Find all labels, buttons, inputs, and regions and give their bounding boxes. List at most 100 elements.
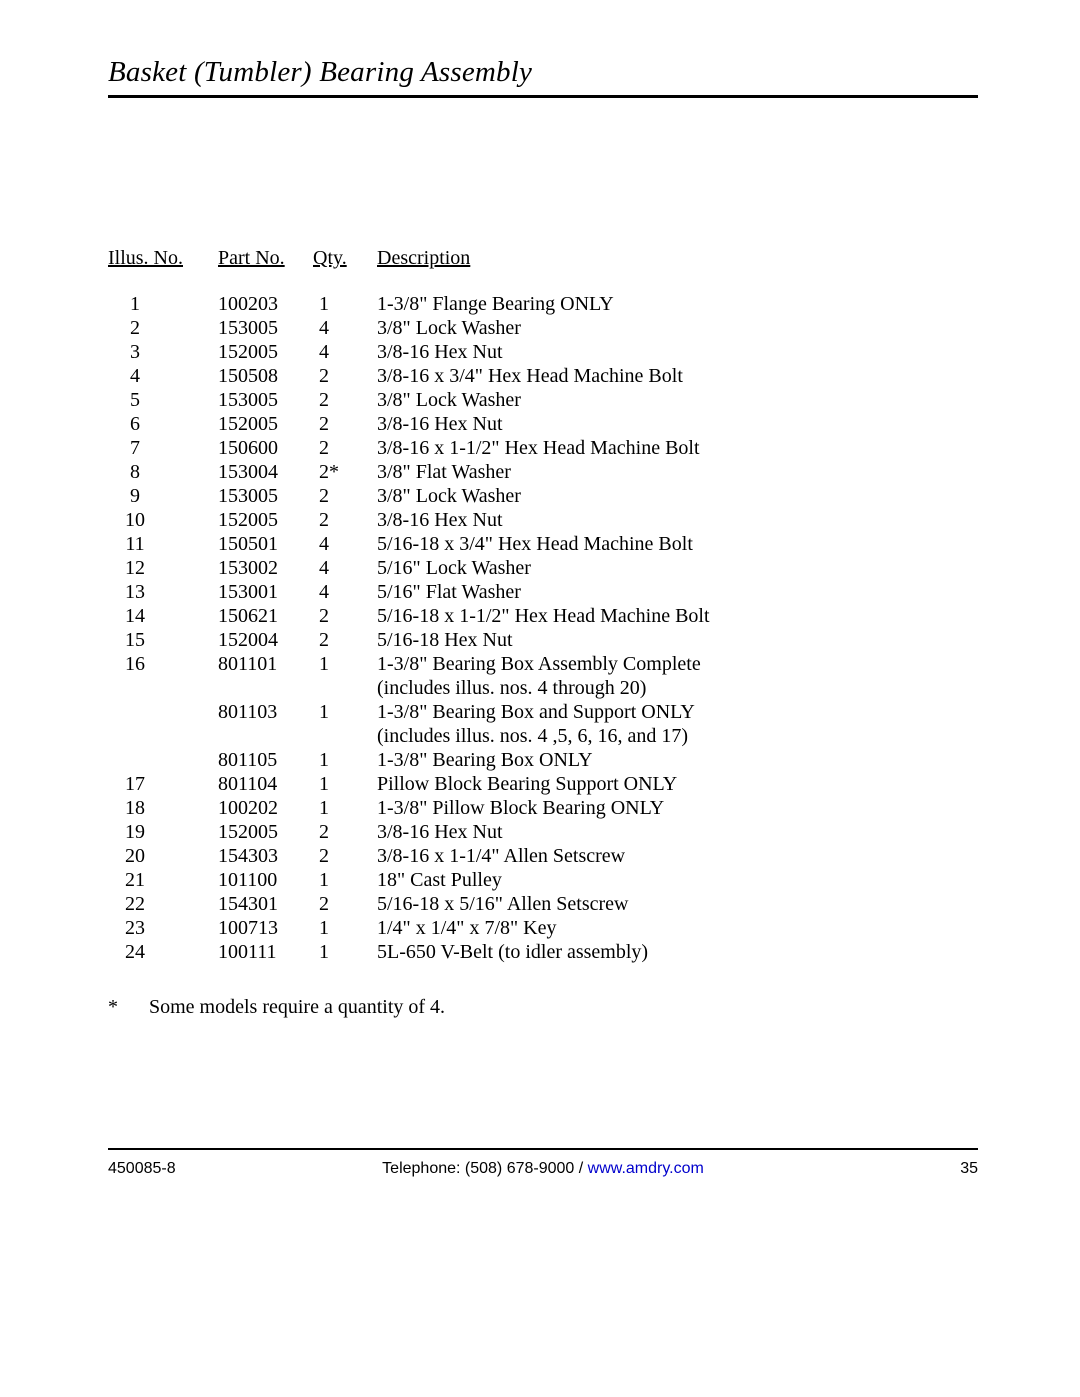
cell-qty: 4 [313,558,377,578]
cell-desc: 3/8" Flat Washer [377,462,978,482]
cell-part: 150508 [218,366,313,386]
cell-illus: 4 [108,366,218,386]
cell-illus: 19 [108,822,218,842]
footer-rule [108,1148,978,1150]
cell-part: 100203 [218,294,313,314]
table-row: (includes illus. nos. 4 through 20) [108,678,978,700]
cell-qty: 1 [313,750,377,770]
cell-qty: 2 [313,894,377,914]
table-row: 81530042*3/8" Flat Washer [108,462,978,484]
parts-table: Illus. No. Part No. Qty. Description 110… [108,248,978,964]
cell-illus: 5 [108,390,218,410]
footer-phone: Telephone: (508) 678-9000 / [382,1160,587,1177]
table-row: 1015200523/8-16 Hex Nut [108,510,978,532]
cell-part: 152005 [218,510,313,530]
cell-qty: 2 [313,630,377,650]
cell-part: 152005 [218,342,313,362]
table-row: 1515200425/16-18 Hex Nut [108,630,978,652]
page-title: Basket (Tumbler) Bearing Assembly [108,56,978,98]
cell-illus: 14 [108,606,218,626]
footer-page-no: 35 [960,1160,978,1178]
cell-qty: 1 [313,294,377,314]
cell-desc: Pillow Block Bearing Support ONLY [377,774,978,794]
cell-desc: 5/16-18 x 3/4" Hex Head Machine Bolt [377,534,978,554]
cell-desc: 3/8-16 Hex Nut [377,822,978,842]
cell-illus: 13 [108,582,218,602]
cell-qty: 1 [313,774,377,794]
cell-part: 150621 [218,606,313,626]
table-row: 2015430323/8-16 x 1-1/4" Allen Setscrew [108,846,978,868]
cell-desc: 5/16" Lock Washer [377,558,978,578]
cell-illus: 9 [108,486,218,506]
cell-illus: 16 [108,654,218,674]
cell-illus: 12 [108,558,218,578]
table-row: (includes illus. nos. 4 ,5, 6, 16, and 1… [108,726,978,748]
cell-desc: 1/4" x 1/4" x 7/8" Key [377,918,978,938]
cell-illus: 24 [108,942,218,962]
cell-part: 100202 [218,798,313,818]
table-row: 80110511-3/8" Bearing Box ONLY [108,750,978,772]
table-row: 615200523/8-16 Hex Nut [108,414,978,436]
table-row: 178011041Pillow Block Bearing Support ON… [108,774,978,796]
cell-part: 152005 [218,822,313,842]
cell-part: 153001 [218,582,313,602]
cell-desc: (includes illus. nos. 4 ,5, 6, 16, and 1… [377,726,978,746]
table-row: 110020311-3/8" Flange Bearing ONLY [108,294,978,316]
footnote: * Some models require a quantity of 4. [108,996,978,1019]
cell-qty: 1 [313,942,377,962]
cell-part: 150501 [218,534,313,554]
cell-part: 100111 [218,942,313,962]
table-row: 1115050145/16-18 x 3/4" Hex Head Machine… [108,534,978,556]
cell-part: 152004 [218,630,313,650]
cell-qty: 2* [313,462,377,482]
cell-illus: 21 [108,870,218,890]
cell-desc: 3/8-16 Hex Nut [377,510,978,530]
cell-desc: 1-3/8" Bearing Box Assembly Complete [377,654,978,674]
cell-illus: 17 [108,774,218,794]
cell-desc: 5/16-18 x 1-1/2" Hex Head Machine Bolt [377,606,978,626]
cell-illus: 20 [108,846,218,866]
cell-illus: 6 [108,414,218,434]
cell-part: 101100 [218,870,313,890]
cell-illus: 11 [108,534,218,554]
cell-illus: 7 [108,438,218,458]
cell-illus: 18 [108,798,218,818]
cell-desc: (includes illus. nos. 4 through 20) [377,678,978,698]
cell-part: 801104 [218,774,313,794]
cell-qty: 2 [313,414,377,434]
cell-desc: 3/8" Lock Washer [377,390,978,410]
table-row: 2215430125/16-18 x 5/16" Allen Setscrew [108,894,978,916]
cell-desc: 5/16-18 x 5/16" Allen Setscrew [377,894,978,914]
cell-qty: 4 [313,534,377,554]
footnote-text: Some models require a quantity of 4. [149,996,445,1018]
cell-desc: 3/8-16 Hex Nut [377,342,978,362]
col-header-part: Part No. [218,248,313,268]
cell-qty: 4 [313,318,377,338]
cell-qty: 2 [313,846,377,866]
cell-qty: 2 [313,366,377,386]
table-row: 1415062125/16-18 x 1-1/2" Hex Head Machi… [108,606,978,628]
cell-qty: 1 [313,702,377,722]
cell-illus: 1 [108,294,218,314]
cell-desc: 3/8-16 x 3/4" Hex Head Machine Bolt [377,366,978,386]
cell-qty: 4 [313,342,377,362]
table-row: 2410011115L-650 V-Belt (to idler assembl… [108,942,978,964]
table-row: 1915200523/8-16 Hex Nut [108,822,978,844]
footer-link[interactable]: www.amdry.com [588,1160,704,1177]
table-row: 215300543/8" Lock Washer [108,318,978,340]
page-footer: 450085-8 Telephone: (508) 678-9000 / www… [108,1160,978,1178]
cell-qty: 2 [313,822,377,842]
cell-part: 153004 [218,462,313,482]
table-row: 1680110111-3/8" Bearing Box Assembly Com… [108,654,978,676]
table-row: 915300523/8" Lock Washer [108,486,978,508]
cell-qty: 2 [313,510,377,530]
cell-part: 152005 [218,414,313,434]
cell-part: 154303 [218,846,313,866]
cell-desc: 5/16" Flat Washer [377,582,978,602]
cell-illus: 22 [108,894,218,914]
table-row: 1215300245/16" Lock Washer [108,558,978,580]
table-row: 2310071311/4" x 1/4" x 7/8" Key [108,918,978,940]
cell-desc: 3/8" Lock Washer [377,486,978,506]
col-header-qty: Qty. [313,248,377,268]
cell-part: 801103 [218,702,313,722]
